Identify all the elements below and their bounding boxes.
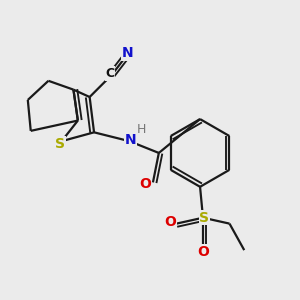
Text: S: S — [55, 137, 65, 151]
Text: O: O — [164, 215, 176, 229]
Text: N: N — [122, 46, 134, 60]
Text: O: O — [139, 177, 151, 191]
Text: N: N — [125, 133, 137, 147]
Text: S: S — [200, 211, 209, 225]
Text: O: O — [197, 244, 209, 259]
Text: C: C — [106, 67, 115, 80]
Text: H: H — [136, 123, 146, 136]
